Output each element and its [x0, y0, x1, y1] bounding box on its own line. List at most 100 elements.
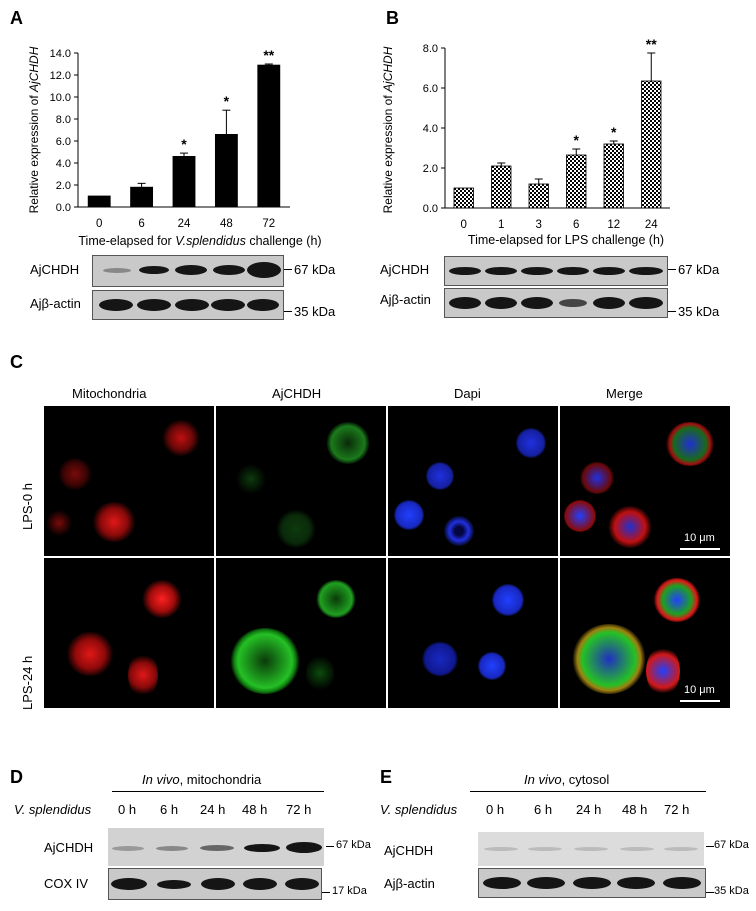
micro-lps24-dapi	[388, 558, 558, 708]
blot-e-time-4: 72 h	[664, 802, 690, 817]
panel-letter-a: A	[10, 8, 23, 28]
chart-b-sig-4: *	[611, 124, 617, 140]
blot-b-row1	[444, 256, 668, 286]
blot-a-row2-label: Ajβ-actin	[30, 296, 81, 311]
blot-e-row2-marker: 35 kDa	[714, 885, 749, 897]
chart-b-ytick-label-4: 8.0	[423, 43, 438, 55]
blot-e-row2-label: Ajβ-actin	[384, 876, 435, 891]
micro-lps0-mitochondria	[44, 406, 214, 556]
blot-d-time-3: 48 h	[242, 802, 268, 817]
chart-a-bar-0	[87, 195, 111, 208]
chart-b-bar-3	[566, 154, 587, 209]
blot-b-row2-label: Ajβ-actin	[380, 292, 431, 307]
blot-e-row1	[478, 832, 704, 866]
chart-b-xtick-label-4: 12	[607, 219, 620, 231]
micro-lps0-merge: 10 μm	[560, 406, 730, 556]
chart-b-ytick-label-0: 0.0	[423, 203, 438, 215]
chart-a-bar-2	[172, 155, 196, 208]
chart-b-bar-4	[603, 143, 624, 209]
chart-a-ytick-label-0: 0.0	[56, 202, 71, 214]
chart-a-ytick-label-6: 12.0	[50, 70, 71, 82]
chart-a-xtick-label-4: 72	[262, 218, 275, 230]
blot-d-time-1: 6 h	[160, 802, 179, 817]
panel-letter-b: B	[386, 8, 399, 28]
chart-b-bar-5	[641, 80, 662, 209]
blot-b-row1-marker: 67 kDa	[678, 262, 720, 277]
blot-d-row2-label: COX IV	[44, 876, 89, 891]
chart-b-xtick-label-2: 3	[536, 219, 542, 231]
blot-e-time-2: 24 h	[576, 802, 602, 817]
chart-a-xtick-label-0: 0	[96, 218, 102, 230]
chart-b-sig-5: **	[646, 36, 657, 52]
chart-b-bar-0	[453, 187, 474, 209]
blot-d-time-0: 0 h	[118, 802, 137, 817]
micro-lps0-ajchdh	[216, 406, 386, 556]
chart-a-ytick-label-5: 10.0	[50, 92, 71, 104]
chart-b-ytick-label-1: 2.0	[423, 163, 438, 175]
blot-a-row1	[92, 255, 284, 287]
panel-letter-e: E	[380, 767, 393, 787]
chart-b-xtick-label-0: 0	[461, 219, 467, 231]
chart-a-bar-4	[257, 64, 281, 208]
blot-b-row2-marker: 35 kDa	[678, 304, 720, 319]
chart-a-ytick-label-3: 6.0	[56, 136, 71, 148]
blot-a-row1-label: AjCHDH	[30, 262, 80, 277]
micro-lps24-mitochondria	[44, 558, 214, 708]
chart-a-ytick-label-2: 4.0	[56, 158, 71, 170]
panel-letter-c: C	[10, 352, 23, 372]
panel-letter-d: D	[10, 767, 23, 787]
micro-lps0-dapi	[388, 406, 558, 556]
chart-b-bar-2	[528, 183, 549, 209]
blot-e-row1-marker: 67 kDa	[714, 839, 749, 851]
chart-b-ylabel: Relative expression of AjCHDH	[381, 46, 395, 213]
blot-d-row1-marker: 67 kDa	[336, 839, 371, 851]
chart-a-bar-3	[214, 133, 238, 208]
chart-b-xtick-label-1: 1	[498, 219, 504, 231]
blot-e-header: In vivo, cytosol	[524, 772, 610, 787]
blot-e-time-0: 0 h	[486, 802, 505, 817]
chart-b-bar-1	[491, 165, 512, 209]
blot-a-row2	[92, 290, 284, 320]
chart-a-xtick-label-1: 6	[138, 218, 144, 230]
blot-d-time-4: 72 h	[286, 802, 312, 817]
micro-lps24-merge: 10 μm	[560, 558, 730, 708]
chart-a-ytick-label-4: 8.0	[56, 114, 71, 126]
blot-e-row1-label: AjCHDH	[384, 843, 434, 858]
micro-col-ajchdh: AjCHDH	[272, 386, 322, 401]
blot-e-time-3: 48 h	[622, 802, 648, 817]
chart-b-xtick-label-5: 24	[645, 219, 658, 231]
blot-e-row2	[478, 868, 706, 898]
blot-e-time-1: 6 h	[534, 802, 553, 817]
blot-d-header: In vivo, mitochondria	[142, 772, 262, 787]
blot-b-row1-label: AjCHDH	[380, 262, 430, 277]
micro-col-dapi: Dapi	[454, 386, 481, 401]
micro-col-merge: Merge	[606, 386, 643, 401]
blot-a-row2-marker: 35 kDa	[294, 304, 336, 319]
chart-a-xtick-label-3: 48	[220, 218, 233, 230]
chart-a-sig-4: **	[263, 47, 274, 63]
micro-lps24-ajchdh	[216, 558, 386, 708]
chart-a-bar-1	[130, 186, 154, 208]
scale-label-lps24: 10 μm	[684, 684, 715, 696]
scale-label-lps0: 10 μm	[684, 532, 715, 544]
blot-d-row1	[108, 828, 324, 866]
blot-e-species: V. splendidus	[380, 802, 458, 817]
chart-b-xlabel: Time-elapsed for LPS challenge (h)	[468, 233, 664, 247]
chart-a-ytick-label-7: 14.0	[50, 48, 71, 60]
chart-a-xtick-label-2: 24	[178, 218, 191, 230]
blot-b-row2	[444, 288, 668, 318]
chart-b-ytick-label-3: 6.0	[423, 83, 438, 95]
chart-b-sig-3: *	[574, 132, 580, 148]
chart-b-ytick-label-2: 4.0	[423, 123, 438, 135]
chart-a-ytick-label-1: 2.0	[56, 180, 71, 192]
blot-d-row1-label: AjCHDH	[44, 840, 94, 855]
blot-d-time-2: 24 h	[200, 802, 226, 817]
chart-a-xlabel: Time-elapsed for V.splendidus challenge …	[78, 234, 321, 248]
blot-d-species: V. splendidus	[14, 802, 92, 817]
blot-a-row1-marker: 67 kDa	[294, 262, 336, 277]
chart-a-sig-2: *	[181, 136, 187, 152]
chart-a-sig-3: *	[224, 93, 230, 109]
chart-b: Relative expression of AjCHDH Time-elaps…	[381, 36, 670, 247]
blot-d-row2-marker: 17 kDa	[332, 885, 367, 897]
micro-col-mitochondria: Mitochondria	[72, 386, 147, 401]
